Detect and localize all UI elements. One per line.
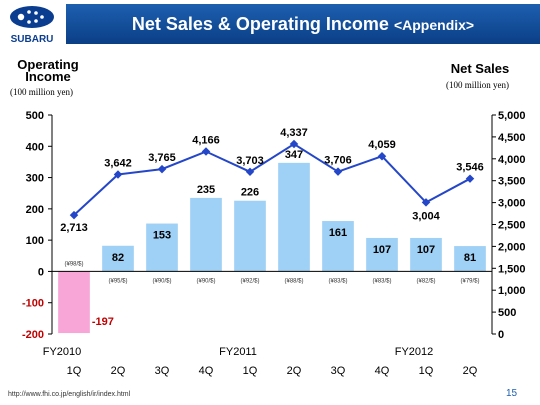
net-sales-data-label: 2,713 xyxy=(60,222,88,234)
exchange-rate-label: (¥82/$) xyxy=(416,278,435,284)
exchange-rate-label: (¥79/$) xyxy=(460,278,479,284)
quarter-tick-label: 3Q xyxy=(331,365,346,377)
slide-title-suffix: <Appendix> xyxy=(393,17,475,33)
net-sales-point xyxy=(465,174,475,183)
exchange-rate-label: (¥92/$) xyxy=(240,278,259,284)
net-sales-point xyxy=(113,170,123,179)
quarter-tick-label: 4Q xyxy=(375,365,390,377)
fiscal-year-label: FY2010 xyxy=(43,346,82,358)
right-axis-tick-label: 4,500 xyxy=(498,132,526,144)
slide-header: SUBARU Net Sales & Operating Income <App… xyxy=(0,0,540,48)
net-sales-point xyxy=(157,164,167,174)
right-axis-tick-label: 3,500 xyxy=(498,176,526,188)
operating-income-bar xyxy=(278,162,310,272)
exchange-rate-label: (¥83/$) xyxy=(372,278,391,284)
net-sales-data-label: 3,765 xyxy=(148,152,176,164)
net-sales-data-label: 3,703 xyxy=(236,155,264,167)
subaru-logo: SUBARU xyxy=(0,0,66,48)
net-sales-point xyxy=(377,151,387,161)
operating-income-bar xyxy=(410,237,442,272)
exchange-rate-label: (¥90/$) xyxy=(152,278,171,284)
right-axis-tick-label: 4,000 xyxy=(498,154,526,166)
right-axis-tick-label: 2,500 xyxy=(498,220,526,232)
operating-income-data-label: 107 xyxy=(417,244,435,256)
quarter-tick-label: 1Q xyxy=(243,365,258,377)
exchange-rate-label: (¥98/$) xyxy=(64,261,83,267)
operating-income-bar xyxy=(102,245,134,272)
net-sales-data-label: 3,706 xyxy=(324,155,352,167)
left-axis-tick-label: 0 xyxy=(38,266,44,278)
left-axis-tick-label: 400 xyxy=(26,141,44,153)
right-axis-tick-label: 500 xyxy=(498,307,516,319)
left-axis-tick-label: 100 xyxy=(26,235,44,247)
net-sales-data-label: 4,337 xyxy=(280,127,308,139)
operating-income-data-label: 347 xyxy=(285,149,303,161)
net-sales-data-label: 3,642 xyxy=(104,157,132,169)
operating-income-bar xyxy=(454,246,486,272)
net-sales-point xyxy=(333,167,343,176)
operating-income-bar xyxy=(146,223,178,272)
right-axis-title: Net Sales xyxy=(450,61,510,76)
right-axis-tick-label: 0 xyxy=(498,329,504,341)
quarter-tick-label: 2Q xyxy=(287,365,302,377)
left-axis-tick-label: 300 xyxy=(26,173,44,185)
right-axis-tick-label: 3,000 xyxy=(498,198,526,210)
quarter-tick-label: 1Q xyxy=(67,365,82,377)
fiscal-year-label: FY2012 xyxy=(395,346,434,358)
net-sales-data-label: 3,004 xyxy=(412,210,440,222)
operating-income-data-label: 107 xyxy=(373,244,391,256)
net-sales-point xyxy=(69,210,79,220)
right-axis-unit: (100 million yen) xyxy=(446,80,509,90)
net-sales-point xyxy=(201,147,211,156)
quarter-tick-label: 1Q xyxy=(419,365,434,377)
exchange-rate-label: (¥88/$) xyxy=(284,278,303,284)
operating-income-data-label: -197 xyxy=(92,316,114,328)
right-axis-tick-label: 1,000 xyxy=(498,285,526,297)
right-axis-tick-label: 1,500 xyxy=(498,263,526,275)
exchange-rate-label: (¥95/$) xyxy=(108,278,127,284)
brand-name: SUBARU xyxy=(11,34,54,45)
net-sales-data-label: 3,546 xyxy=(456,162,484,174)
operating-income-data-label: 235 xyxy=(197,184,215,196)
operating-income-bar xyxy=(322,221,354,272)
quarter-tick-label: 2Q xyxy=(463,365,478,377)
subaru-star-icon: SUBARU xyxy=(10,6,54,45)
right-axis-tick-label: 5,000 xyxy=(498,110,526,122)
operating-income-bar xyxy=(234,200,266,272)
net-sales-line xyxy=(73,142,471,216)
net-sales-point xyxy=(289,139,299,149)
net-sales-point xyxy=(421,198,431,207)
left-axis-title: Operating Income xyxy=(17,57,79,84)
operating-income-bar xyxy=(190,197,222,272)
title-bar: Net Sales & Operating Income <Appendix> xyxy=(66,4,540,44)
slide-title: Net Sales & Operating Income <Appendix> xyxy=(66,4,540,44)
left-axis-tick-label: -100 xyxy=(22,298,44,310)
slide-title-main: Net Sales & Operating Income xyxy=(131,14,389,34)
net-sales-data-label: 4,166 xyxy=(192,135,220,147)
operating-income-bar xyxy=(366,237,398,272)
quarter-tick-label: 4Q xyxy=(199,365,214,377)
left-axis-unit: (100 million yen) xyxy=(10,87,73,97)
right-axis-tick-label: 2,000 xyxy=(498,241,526,253)
exchange-rate-label: (¥83/$) xyxy=(328,278,347,284)
operating-income-bar xyxy=(58,271,90,334)
net-sales-point xyxy=(245,167,255,177)
operating-income-data-label: 82 xyxy=(112,252,124,264)
operating-income-data-label: 153 xyxy=(153,230,171,242)
fiscal-year-label: FY2011 xyxy=(219,346,257,358)
page-number: 15 xyxy=(506,388,518,399)
left-axis-tick-label: 500 xyxy=(26,110,44,122)
net-sales-data-label: 4,059 xyxy=(368,139,396,151)
left-axis-tick-label: 200 xyxy=(26,204,44,216)
quarter-tick-label: 3Q xyxy=(155,365,170,377)
operating-income-data-label: 81 xyxy=(464,252,476,264)
operating-income-data-label: 161 xyxy=(329,227,347,239)
footer-url: http://www.fhi.co.jp/english/ir/index.ht… xyxy=(8,391,131,398)
quarter-tick-label: 2Q xyxy=(111,365,126,377)
left-axis-tick-label: -200 xyxy=(22,329,44,341)
exchange-rate-label: (¥90/$) xyxy=(196,278,215,284)
operating-income-data-label: 226 xyxy=(241,187,259,199)
